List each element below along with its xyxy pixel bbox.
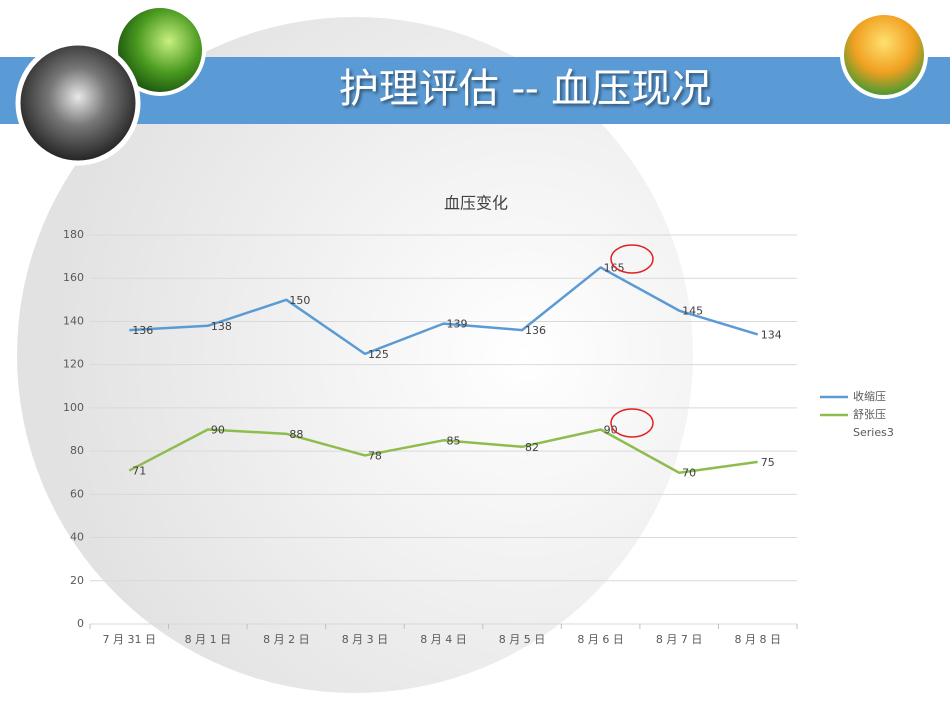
y-tick-label: 120 (63, 358, 84, 371)
y-tick-label: 60 (70, 487, 84, 500)
x-tick-label: 8 月 6 日 (577, 633, 624, 646)
data-label: 75 (761, 456, 775, 469)
data-label: 125 (368, 348, 389, 361)
data-label: 150 (289, 294, 310, 307)
series-line (129, 266, 759, 356)
y-tick-label: 160 (63, 271, 84, 284)
data-label: 90 (604, 424, 618, 437)
background-circle (17, 17, 693, 693)
series-line (128, 428, 758, 474)
y-tick-label: 20 (70, 574, 84, 587)
data-label: 145 (682, 305, 703, 318)
data-label: 139 (447, 318, 468, 331)
y-tick-label: 100 (63, 401, 84, 414)
y-tick-label: 40 (70, 531, 84, 544)
y-tick-label: 180 (63, 228, 84, 241)
y-tick-label: 140 (63, 314, 84, 327)
x-tick-label: 8 月 8 日 (734, 633, 781, 646)
x-tick-label: 8 月 2 日 (263, 633, 310, 646)
data-label: 88 (289, 428, 303, 441)
x-tick-label: 8 月 5 日 (499, 633, 546, 646)
data-label: 90 (211, 424, 225, 437)
highlight-circle (610, 408, 654, 438)
data-label: 85 (447, 434, 461, 447)
legend-label: Series3 (853, 426, 894, 439)
x-tick-label: 8 月 1 日 (185, 633, 232, 646)
x-tick-label: 8 月 7 日 (656, 633, 703, 646)
data-label: 165 (604, 261, 625, 274)
data-label: 138 (211, 320, 232, 333)
legend-label: 收缩压 (853, 389, 886, 403)
highlight-circle (610, 244, 654, 274)
x-tick-label: 8 月 3 日 (342, 633, 389, 646)
data-label: 136 (132, 324, 153, 337)
data-label: 71 (132, 465, 146, 478)
y-tick-label: 80 (70, 444, 84, 457)
x-tick-label: 7 月 31 日 (103, 633, 157, 646)
data-label: 134 (761, 328, 782, 341)
data-label: 78 (368, 449, 382, 462)
chart-title: 血压变化 (444, 194, 508, 213)
slide-title: 护理评估 -- 血压现况 (339, 66, 711, 112)
photo-tulip (840, 11, 928, 99)
legend-label: 舒张压 (853, 407, 886, 421)
data-label: 70 (682, 467, 696, 480)
y-tick-label: 0 (77, 617, 84, 630)
x-tick-label: 8 月 4 日 (420, 633, 467, 646)
data-label: 82 (525, 441, 539, 454)
data-label: 136 (525, 324, 546, 337)
photo-leaf (114, 4, 206, 96)
photo-dandelion (15, 40, 141, 166)
